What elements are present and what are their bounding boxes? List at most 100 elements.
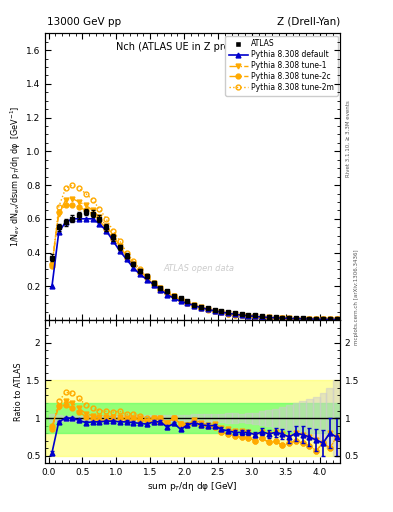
Text: Rivet 3.1.10, ≥ 3.3M events: Rivet 3.1.10, ≥ 3.3M events — [346, 100, 351, 177]
Pythia 8.308 tune-1 — [206, 306, 210, 312]
Text: Nch (ATLAS UE in Z production): Nch (ATLAS UE in Z production) — [116, 42, 270, 52]
Pythia 8.308 tune-2c — [172, 293, 176, 300]
Pythia 8.308 tune-2c — [321, 316, 325, 323]
Pythia 8.308 tune-2c — [77, 204, 81, 210]
Pythia 8.308 tune-1 — [50, 263, 54, 269]
Pythia 8.308 tune-2m — [239, 312, 244, 318]
Bar — [116, 415, 123, 421]
Pythia 8.308 default — [118, 248, 122, 254]
Bar — [164, 415, 171, 422]
Pythia 8.308 default — [124, 256, 129, 262]
Pythia 8.308 default — [131, 265, 136, 271]
Pythia 8.308 tune-2m — [192, 303, 196, 309]
Bar — [320, 393, 327, 443]
Pythia 8.308 tune-2c — [273, 315, 278, 321]
Pythia 8.308 tune-2c — [178, 296, 183, 303]
Pythia 8.308 default — [178, 298, 183, 305]
Pythia 8.308 tune-2c — [246, 313, 251, 319]
Pythia 8.308 tune-2m — [280, 315, 285, 322]
Pythia 8.308 default — [151, 282, 156, 288]
Pythia 8.308 tune-1 — [294, 315, 298, 322]
Pythia 8.308 tune-2m — [266, 315, 271, 321]
Pythia 8.308 tune-2m — [273, 315, 278, 321]
Pythia 8.308 default — [90, 216, 95, 222]
Pythia 8.308 tune-2c — [233, 311, 237, 317]
Bar — [62, 416, 69, 421]
Pythia 8.308 tune-2m — [294, 316, 298, 322]
Pythia 8.308 tune-2m — [97, 206, 102, 212]
Pythia 8.308 default — [206, 306, 210, 312]
Bar — [191, 414, 198, 422]
Pythia 8.308 tune-1 — [104, 223, 108, 229]
Pythia 8.308 tune-2m — [77, 185, 81, 191]
Text: mcplots.cern.ch [arXiv:1306.3436]: mcplots.cern.ch [arXiv:1306.3436] — [354, 249, 359, 345]
Bar — [89, 416, 96, 420]
Pythia 8.308 tune-1 — [239, 312, 244, 318]
Pythia 8.308 tune-1 — [56, 210, 61, 217]
Bar — [184, 415, 191, 421]
Bar — [55, 415, 62, 421]
Pythia 8.308 tune-2m — [246, 313, 251, 319]
Pythia 8.308 default — [280, 315, 285, 321]
Pythia 8.308 tune-1 — [287, 315, 292, 322]
Pythia 8.308 default — [63, 219, 68, 225]
Pythia 8.308 tune-2m — [124, 249, 129, 255]
Pythia 8.308 tune-1 — [145, 275, 149, 281]
Pythia 8.308 default — [145, 276, 149, 283]
Bar — [265, 410, 272, 426]
Pythia 8.308 tune-2c — [97, 218, 102, 224]
Pythia 8.308 default — [260, 314, 264, 320]
Pythia 8.308 tune-2m — [90, 197, 95, 203]
Bar — [313, 396, 320, 440]
Bar — [252, 413, 259, 423]
Bar — [137, 415, 143, 421]
Text: ATLAS open data: ATLAS open data — [163, 264, 234, 273]
Bar — [306, 399, 313, 437]
Pythia 8.308 default — [110, 238, 115, 244]
Bar — [218, 414, 225, 422]
Bar — [198, 414, 204, 422]
Bar — [333, 380, 340, 456]
Pythia 8.308 default — [239, 312, 244, 318]
Pythia 8.308 tune-1 — [300, 316, 305, 322]
Pythia 8.308 tune-1 — [253, 313, 257, 319]
Pythia 8.308 tune-2c — [138, 270, 142, 276]
Pythia 8.308 tune-2c — [327, 316, 332, 323]
Pythia 8.308 tune-2m — [327, 316, 332, 323]
Pythia 8.308 tune-1 — [124, 253, 129, 259]
Pythia 8.308 tune-2m — [233, 311, 237, 317]
Pythia 8.308 default — [185, 300, 190, 306]
Pythia 8.308 tune-2m — [110, 227, 115, 233]
Pythia 8.308 tune-1 — [192, 302, 196, 308]
Y-axis label: 1/N$_{ev}$ dN$_{ev}$/dsum p$_T$/dη dφ  [GeV$^{-1}$]: 1/N$_{ev}$ dN$_{ev}$/dsum p$_T$/dη dφ [G… — [9, 106, 23, 247]
Pythia 8.308 default — [226, 310, 231, 316]
Pythia 8.308 tune-2c — [192, 303, 196, 309]
X-axis label: sum p$_T$/dη dφ [GeV]: sum p$_T$/dη dφ [GeV] — [147, 480, 238, 493]
Pythia 8.308 tune-1 — [273, 315, 278, 321]
Pythia 8.308 tune-2c — [226, 310, 231, 316]
Pythia 8.308 tune-1 — [90, 207, 95, 214]
Bar — [76, 416, 83, 420]
Pythia 8.308 tune-2c — [145, 275, 149, 281]
Pythia 8.308 tune-2c — [158, 287, 163, 293]
Pythia 8.308 tune-2c — [118, 244, 122, 250]
Pythia 8.308 tune-2c — [199, 305, 204, 311]
Pythia 8.308 tune-1 — [185, 300, 190, 306]
Pythia 8.308 default — [77, 216, 81, 222]
Bar — [69, 416, 76, 420]
Pythia 8.308 tune-2c — [212, 308, 217, 314]
Pythia 8.308 tune-2m — [287, 315, 292, 322]
Pythia 8.308 tune-1 — [334, 316, 339, 323]
Pythia 8.308 tune-2c — [104, 226, 108, 232]
Pythia 8.308 tune-2c — [124, 254, 129, 261]
Text: Z (Drell-Yan): Z (Drell-Yan) — [277, 16, 340, 27]
Pythia 8.308 tune-1 — [219, 309, 224, 315]
Bar — [245, 413, 252, 423]
Pythia 8.308 tune-1 — [321, 316, 325, 323]
Pythia 8.308 tune-2m — [83, 190, 88, 197]
Pythia 8.308 tune-2m — [56, 204, 61, 210]
Pythia 8.308 default — [266, 314, 271, 321]
Pythia 8.308 tune-1 — [314, 316, 319, 322]
Bar — [279, 408, 286, 429]
Pythia 8.308 tune-2c — [266, 315, 271, 321]
